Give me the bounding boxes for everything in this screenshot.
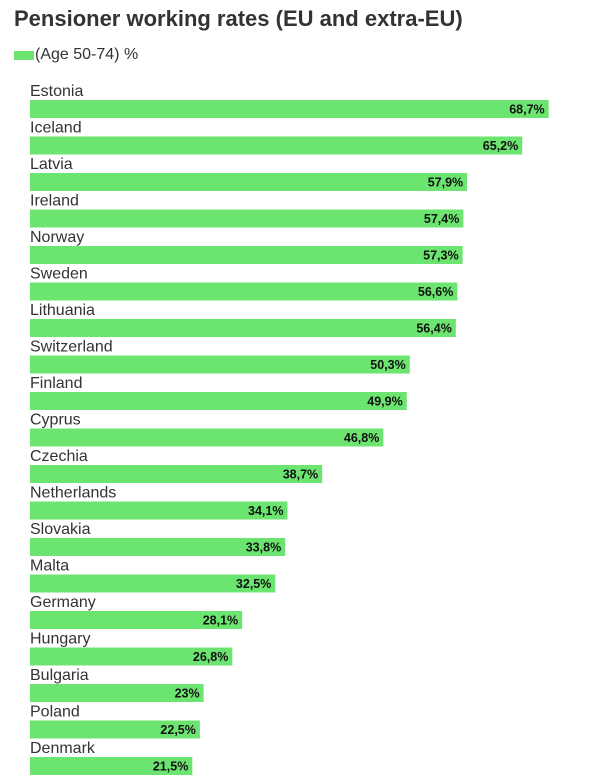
legend: (Age 50-74) %: [14, 46, 138, 64]
value-label: 28,1%: [203, 614, 238, 628]
category-label: Malta: [30, 558, 69, 575]
bar[interactable]: [30, 684, 204, 702]
value-label: 50,3%: [370, 358, 405, 372]
bar[interactable]: [30, 209, 464, 228]
bar[interactable]: [30, 282, 458, 301]
value-label: 49,9%: [367, 395, 402, 409]
bar[interactable]: [30, 465, 323, 483]
category-label: Hungary: [30, 631, 90, 648]
category-label: Switzerland: [30, 339, 113, 356]
value-label: 56,4%: [416, 322, 451, 336]
value-label: 38,7%: [283, 468, 318, 482]
category-label: Czechia: [30, 448, 88, 465]
value-label: 57,9%: [428, 176, 463, 190]
category-label: Estonia: [30, 83, 83, 100]
value-label: 46,8%: [344, 431, 379, 445]
category-label: Norway: [30, 229, 84, 246]
bar[interactable]: [30, 355, 410, 374]
chart-title: Pensioner working rates (EU and extra-EU…: [14, 6, 463, 31]
value-label: 56,6%: [418, 285, 453, 299]
bar[interactable]: [30, 428, 384, 447]
legend-label: (Age 50-74) %: [35, 46, 139, 63]
bar[interactable]: [30, 319, 456, 337]
value-label: 57,3%: [423, 249, 458, 263]
bar[interactable]: [30, 173, 468, 191]
value-label: 65,2%: [483, 139, 518, 153]
bar[interactable]: [30, 136, 523, 155]
value-label: 21,5%: [153, 760, 188, 774]
bar[interactable]: [30, 720, 200, 739]
category-label: Cyprus: [30, 412, 81, 429]
value-label: 33,8%: [246, 541, 281, 555]
category-label: Ireland: [30, 193, 79, 210]
category-label: Slovakia: [30, 521, 91, 538]
bar[interactable]: [30, 647, 233, 666]
bar[interactable]: [30, 501, 288, 520]
category-label: Netherlands: [30, 485, 116, 502]
category-label: Lithuania: [30, 302, 95, 319]
value-label: 32,5%: [236, 577, 271, 591]
category-label: Denmark: [30, 740, 96, 757]
bar[interactable]: [30, 574, 276, 593]
category-label: Iceland: [30, 120, 82, 137]
bar[interactable]: [30, 392, 407, 410]
value-label: 22,5%: [160, 723, 195, 737]
value-label: 68,7%: [509, 103, 544, 117]
value-label: 23%: [175, 687, 200, 701]
legend-swatch: [14, 50, 34, 60]
bar[interactable]: [30, 246, 463, 264]
value-label: 34,1%: [248, 504, 283, 518]
category-label: Germany: [30, 594, 96, 611]
bar[interactable]: [30, 100, 549, 118]
category-label: Latvia: [30, 156, 73, 173]
category-label: Finland: [30, 375, 82, 392]
value-label: 57,4%: [424, 212, 459, 226]
bar[interactable]: [30, 538, 286, 556]
category-label: Bulgaria: [30, 667, 89, 684]
category-label: Sweden: [30, 266, 88, 283]
bar[interactable]: [30, 611, 243, 629]
category-label: Poland: [30, 704, 80, 721]
bar[interactable]: [30, 757, 193, 775]
value-label: 26,8%: [193, 650, 228, 664]
